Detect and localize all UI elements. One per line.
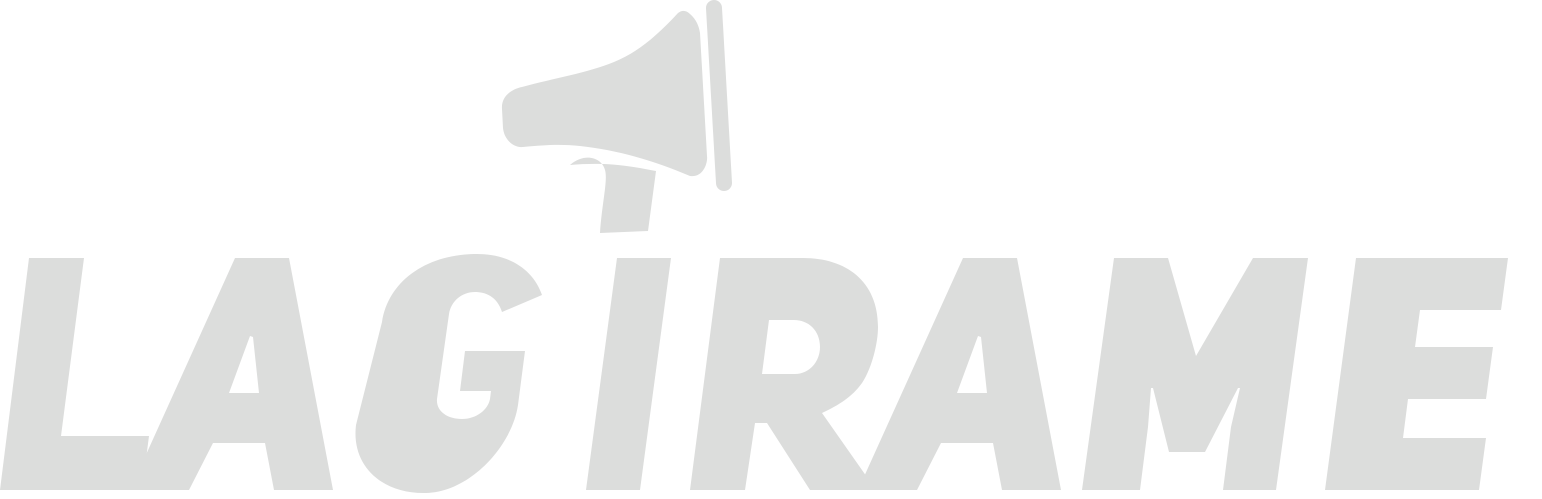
wordmark-letter-a2 bbox=[858, 258, 1061, 490]
wordmark-letter-i bbox=[586, 258, 671, 490]
wordmark-letter-r bbox=[690, 258, 878, 490]
wordmark-letter-a1 bbox=[130, 258, 333, 490]
wordmark-letter-l bbox=[0, 258, 149, 490]
megaphone-body bbox=[501, 10, 708, 177]
wordmark-letter-m bbox=[1082, 258, 1308, 490]
megaphone-icon bbox=[501, 0, 732, 233]
megaphone-handle bbox=[570, 157, 656, 233]
megaphone-sound-bar bbox=[706, 0, 732, 191]
wordmark-letter-e bbox=[1325, 258, 1508, 490]
wordmark bbox=[0, 253, 1508, 494]
wordmark-letter-g bbox=[355, 253, 542, 494]
